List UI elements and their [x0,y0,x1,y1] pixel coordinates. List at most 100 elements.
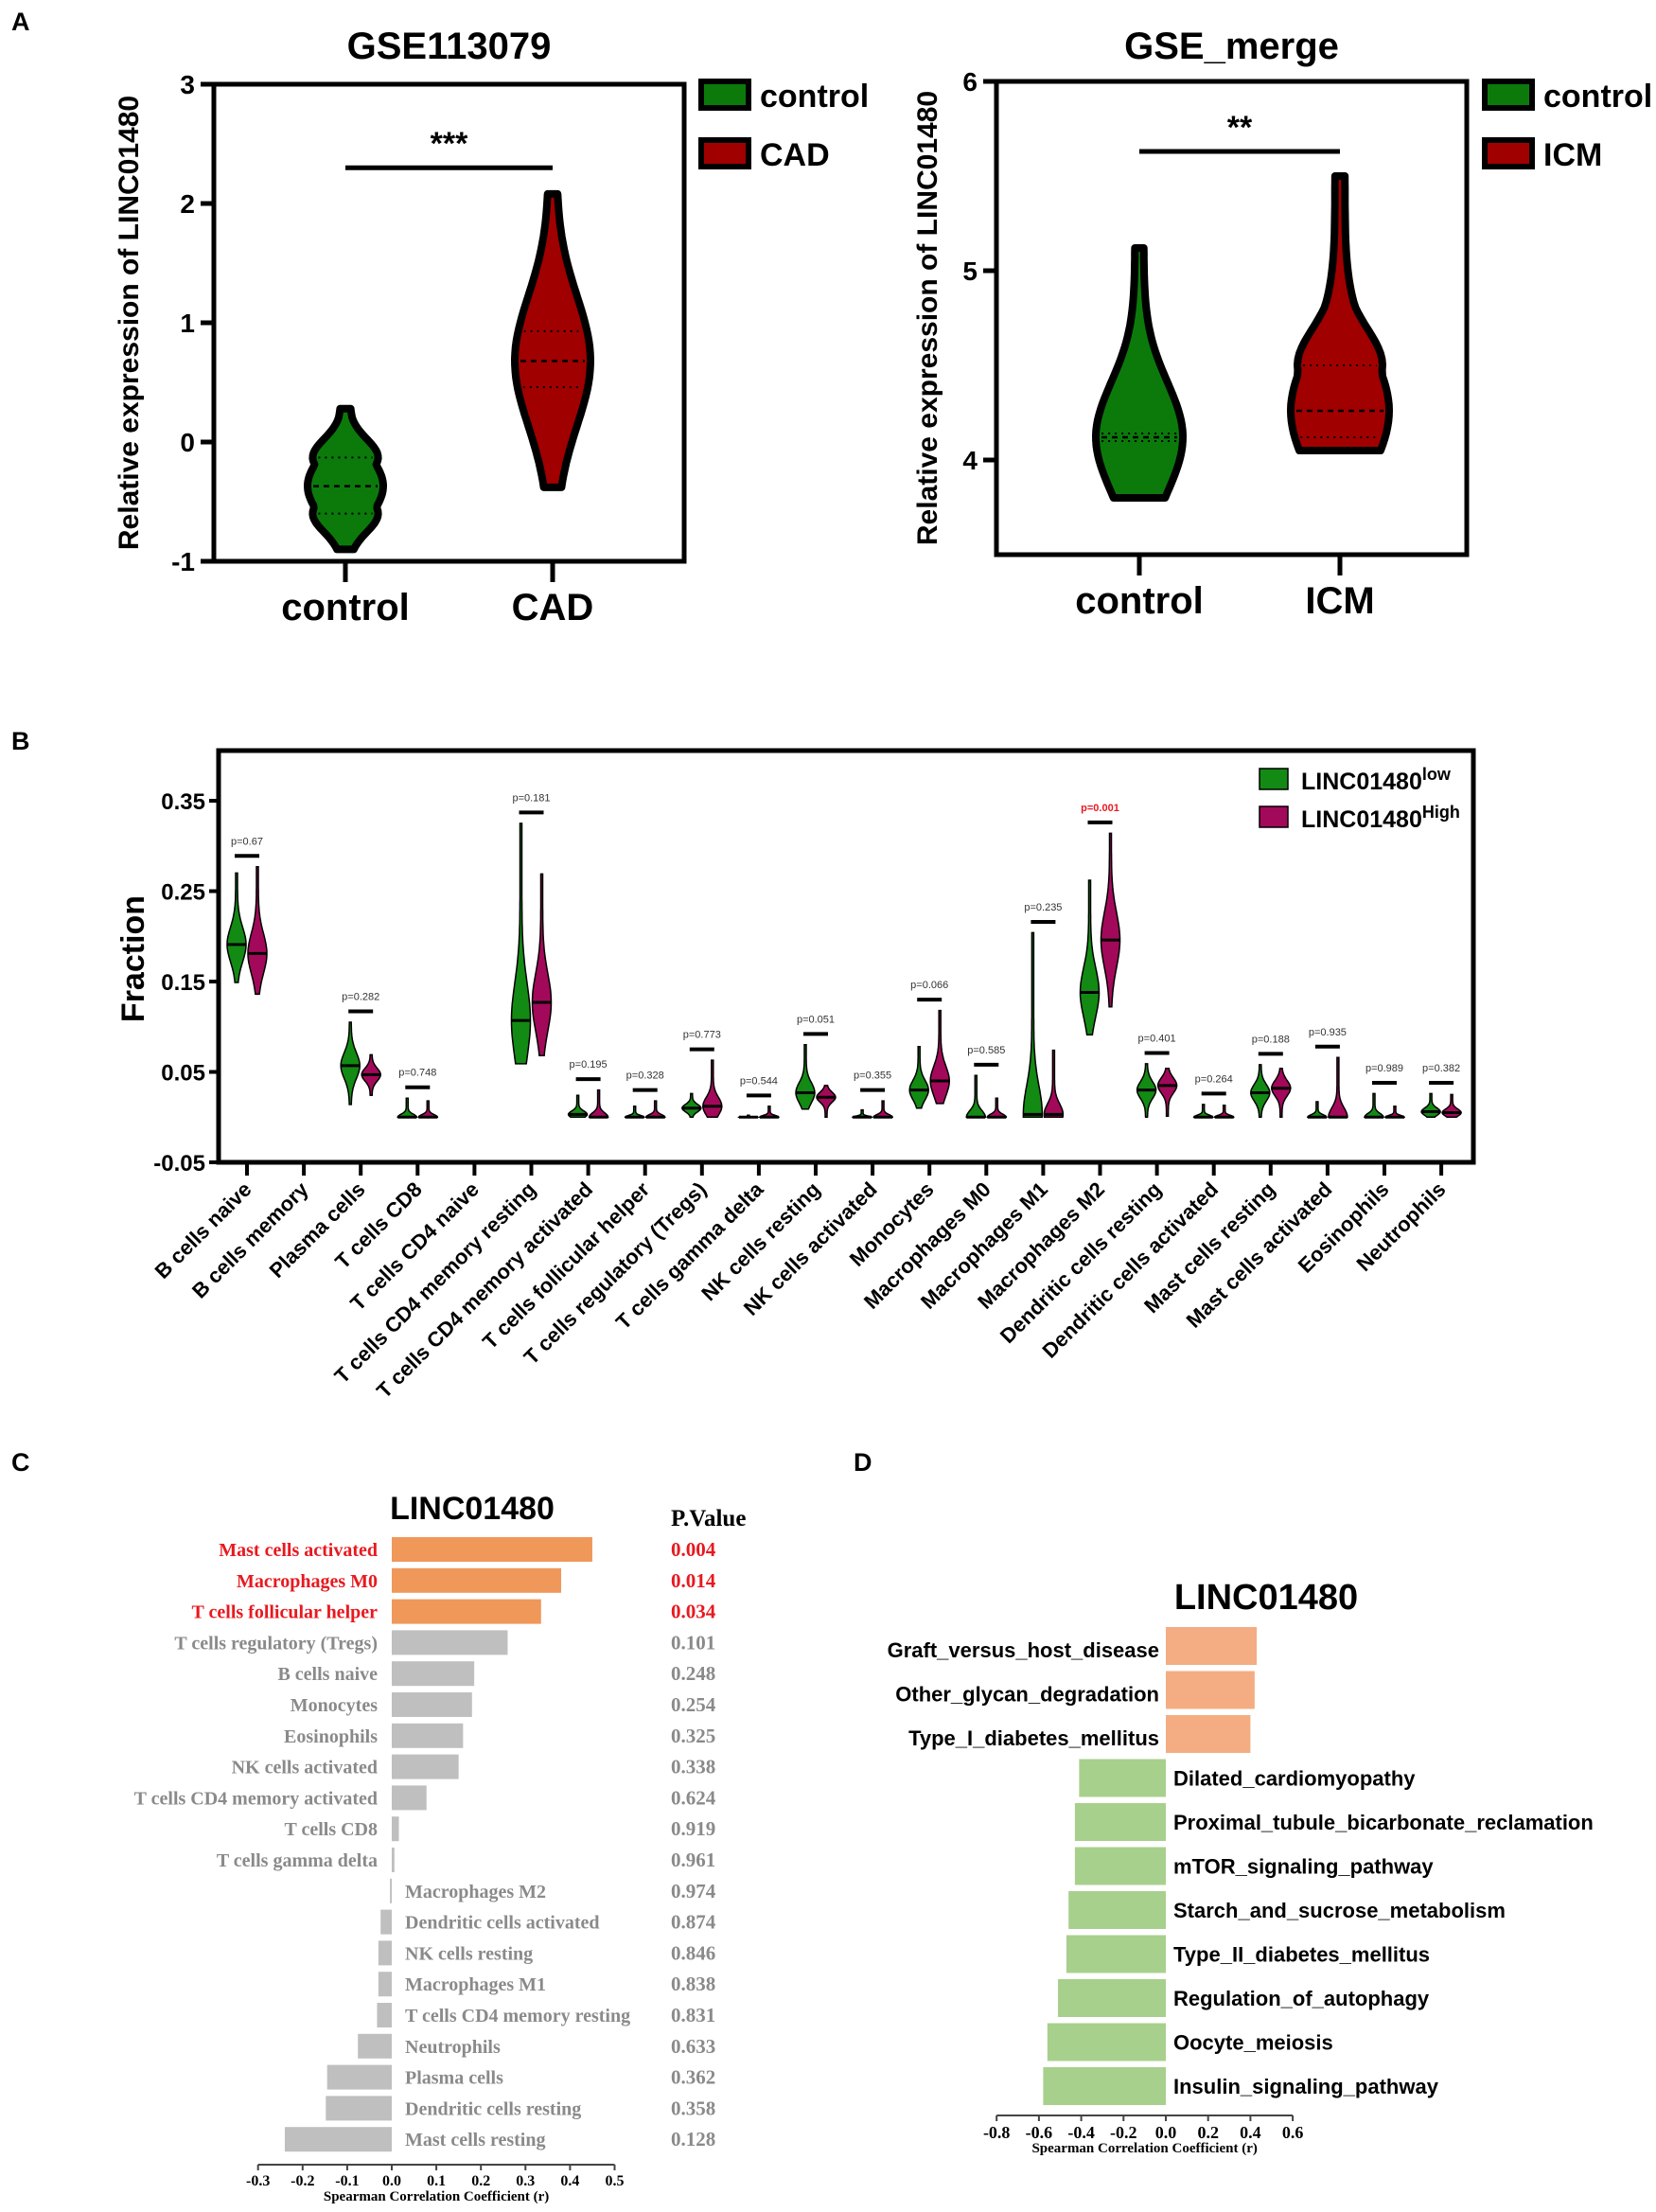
p-value: 0.325 [671,1725,715,1747]
y-tick-label: 6 [962,67,978,97]
x-tick-label: 0.0 [1155,2123,1177,2142]
y-tick-label: 0 [180,428,195,457]
chart-a-gse-merge: GSE_merge Relative expression of LINC0148… [912,26,1652,622]
row-label: Macrophages M0 [237,1571,378,1592]
violin-high [1271,1067,1292,1119]
violin-high [872,1100,894,1119]
bar [1079,1759,1166,1797]
x-tick-label: 0.5 [606,2173,625,2189]
violin-low [1306,1101,1328,1119]
violin-control [304,404,387,554]
row-regulation-of-autophagy: Regulation_of_autophagy [1058,1979,1430,2017]
p-value-label: p=0.67 [231,836,263,847]
p-value-header: P.Value [671,1506,746,1531]
p-value-label: p=0.195 [570,1059,608,1071]
row-label: T cells gamma delta [217,1850,378,1871]
bar [392,1630,508,1655]
row-neutrophils: Neutrophils 0.633 [358,2033,715,2059]
p-value-label: p=0.773 [683,1030,721,1041]
panel-label-a: A [11,8,30,36]
row-mast-cells-activated: Mast cells activated 0.004 [219,1537,716,1562]
row-label: Monocytes [291,1695,378,1716]
row-label: Regulation_of_autophagy [1173,1987,1430,2010]
p-value-label: p=0.051 [797,1014,835,1025]
chart-a-gse113079: GSE113079 Relative expression of LINC0148… [114,26,869,628]
bar [392,1785,427,1811]
violin-high [588,1088,609,1119]
bar [326,2096,392,2121]
p-value-label: p=0.282 [342,992,379,1003]
bar [1058,1979,1166,2017]
p-value: 0.128 [671,2128,715,2150]
p-value-label: p=0.748 [398,1068,436,1079]
row-label: Eosinophils [284,1726,378,1747]
bar [284,2127,392,2152]
chart-b-immune-fractions: Fraction -0.05 0.05 0.15 0.25 0.35 B cells nai… [115,748,1476,1403]
row-type-i-diabetes-mellitus: Type_I_diabetes_mellitus [908,1715,1251,1753]
violin-low [1420,1092,1441,1119]
y-tick-label: 0.35 [161,789,205,815]
p-value-label: p=0.544 [740,1075,778,1087]
significance-stars: ** [1227,110,1253,146]
row-t-cells-follicular-helper: T cells follicular helper 0.034 [192,1599,716,1624]
row-t-cells-gamma-delta: T cells gamma delta 0.961 [217,1848,715,1872]
violin-high [417,1100,439,1119]
row-label: Mast cells activated [219,1540,378,1561]
row-macrophages-m1: Macrophages M1 0.838 [378,1972,715,1997]
violin-low [1364,1092,1384,1119]
violin-low [795,1044,816,1110]
row-starch-and-sucrose-metabolism: Starch_and_sucrose_metabolism [1068,1891,1506,1929]
chart-title: GSE_merge [1124,26,1339,67]
row-label: Graft_versus_host_disease [888,1638,1159,1662]
legend-label-low: LINC01480low [1301,765,1452,795]
violin-low [567,1094,589,1119]
violin-high [1156,1067,1178,1118]
p-value: 0.014 [671,1569,716,1592]
row-label: Mast cells resting [405,2130,546,2150]
row-label: T cells CD4 memory activated [134,1788,378,1809]
panel-label-d: D [854,1448,872,1477]
row-eosinophils: Eosinophils 0.325 [284,1723,715,1748]
violin-high [986,1097,1008,1119]
bar [378,1972,392,1997]
row-t-cells-cd4-memory-resting: T cells CD4 memory resting 0.831 [377,2003,715,2027]
row-label: Proximal_tubule_bicarbonate_reclamation [1173,1811,1594,1834]
p-value: 0.004 [671,1538,716,1561]
p-value: 0.838 [671,1973,715,1995]
y-axis-label: Fraction [115,895,151,1022]
row-monocytes: Monocytes 0.254 [291,1692,716,1717]
p-value-label: p=0.585 [967,1045,1005,1056]
row-other-glycan-degradation: Other_glycan_degradation [895,1671,1255,1709]
panel-label-b: B [11,727,30,755]
row-t-cells-cd8: T cells CD8 0.919 [284,1816,715,1842]
row-label: NK cells activated [232,1758,378,1778]
legend-label: CAD [760,137,830,173]
row-dendritic-cells-activated: Dendritic cells activated 0.874 [380,1909,716,1935]
p-value: 0.254 [671,1693,716,1716]
row-label: B cells naive [277,1664,378,1685]
bar [392,1567,561,1593]
x-tick-label: 0.3 [516,2173,535,2189]
p-value: 0.961 [671,1849,715,1871]
row-oocyte-meiosis: Oocyte_meiosis [1047,2023,1333,2062]
legend-label: control [760,79,869,115]
y-tick-label: 4 [962,446,978,475]
p-value-label: p=0.989 [1365,1063,1403,1074]
p-value: 0.846 [671,1941,715,1964]
y-tick-label: 2 [180,189,195,219]
legend-swatch-low [1259,768,1289,790]
violin-low [340,1021,361,1106]
y-tick-label: 1 [180,309,195,338]
x-axis-label: Spearman Correlation Coefficient (r) [324,2189,549,2204]
significance-stars: *** [431,126,468,162]
bar [1166,1671,1255,1709]
row-label: Insulin_signaling_pathway [1173,2075,1439,2098]
p-value: 0.831 [671,2004,715,2026]
y-tick-label: 5 [962,257,978,286]
x-tick-label: 0.2 [471,2173,490,2189]
legend-swatch-high [1259,805,1289,828]
violin-cad [511,189,594,491]
p-value-label: p=0.235 [1024,902,1062,913]
p-value: 0.034 [671,1601,716,1623]
